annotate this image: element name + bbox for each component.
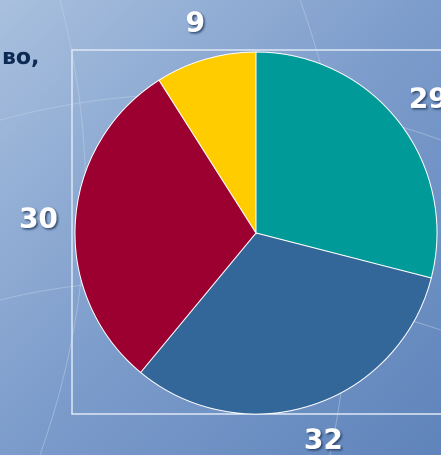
data-label: 9: [185, 6, 204, 39]
data-label: 30: [19, 201, 58, 234]
pie-slice: [158, 51, 257, 235]
data-label: 29: [409, 81, 441, 114]
pie-slice: [255, 51, 438, 279]
pie-slice: [74, 79, 257, 374]
annotation: во,: [2, 45, 39, 70]
data-label: 32: [304, 422, 343, 455]
pie-slice: [139, 232, 432, 415]
pie: [74, 51, 438, 415]
